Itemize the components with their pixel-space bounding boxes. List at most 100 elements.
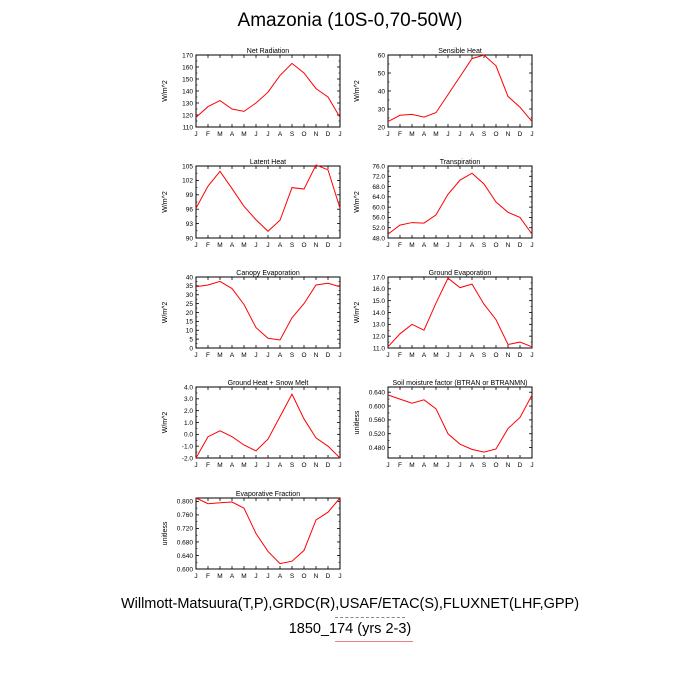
y-tick-label: -1.0 [182,443,194,450]
x-tick-label: S [482,131,487,138]
x-tick-label: J [254,242,257,249]
x-tick-label: J [530,131,533,138]
y-tick-label: 16.0 [372,286,385,293]
y-tick-label: 64.0 [372,194,385,201]
x-tick-label: N [314,242,319,249]
series-line [195,62,341,118]
y-tick-label: 60 [378,52,386,59]
x-tick-label: D [326,352,331,359]
x-tick-label: M [433,462,438,469]
panel-title: Canopy Evaporation [236,270,300,277]
x-tick-label: M [217,352,222,359]
main-title: Amazonia (10S-0,70-50W) [237,10,463,31]
x-tick-label: J [386,242,389,249]
plot-frame [387,386,533,459]
x-tick-label: O [301,131,306,138]
y-tick-label: 68.0 [372,184,385,191]
x-tick-label: J [338,242,341,249]
x-tick-label: J [386,462,389,469]
plot-frame [195,497,341,570]
y-tick-label: 40 [378,88,386,95]
x-tick-label: N [314,573,319,580]
x-tick-label: A [470,462,475,469]
x-tick-label: D [518,462,523,469]
y-tick-label: 10 [186,328,194,335]
series-line [387,277,533,348]
x-tick-label: J [266,242,269,249]
x-tick-label: J [266,131,269,138]
x-tick-label: S [290,352,295,359]
series-line [195,164,341,232]
y-tick-label: 76.0 [372,163,385,170]
y-axis-label: W/m^2 [354,191,361,213]
y-tick-label: 25 [186,301,194,308]
series-line [195,497,341,565]
plot-frame [195,386,341,459]
x-tick-label: A [278,131,283,138]
x-tick-label: O [493,131,498,138]
x-tick-label: A [278,242,283,249]
y-tick-label: 0.480 [369,445,386,452]
x-tick-label: S [290,242,295,249]
x-tick-label: S [290,131,295,138]
x-tick-label: M [217,573,222,580]
panel-title: Ground Heat + Snow Melt [228,380,309,387]
x-tick-label: J [338,131,341,138]
x-tick-label: M [409,462,414,469]
series-line [195,280,341,341]
x-tick-label: J [254,462,257,469]
x-tick-label: A [278,352,283,359]
x-tick-label: O [493,462,498,469]
y-tick-label: 99 [186,192,194,199]
panel-title: Soil moisture factor (BTRAN or BTRANMN) [393,380,528,387]
x-tick-label: D [326,462,331,469]
y-tick-label: 0.720 [177,526,194,533]
x-tick-label: O [493,242,498,249]
y-tick-label: 130 [182,100,193,107]
x-tick-label: A [422,462,427,469]
plot-frame [195,54,341,128]
x-tick-label: J [266,462,269,469]
y-tick-label: 13.0 [372,322,385,329]
y-tick-label: 30 [186,292,194,299]
x-tick-label: J [254,352,257,359]
y-tick-label: 0.640 [369,389,386,396]
x-tick-label: D [326,242,331,249]
x-tick-label: A [230,242,235,249]
x-tick-label: O [301,462,306,469]
y-tick-label: 40 [186,274,194,281]
x-tick-label: F [398,242,402,249]
x-tick-label: M [241,462,246,469]
y-tick-label: -2.0 [182,455,194,462]
x-tick-label: M [241,352,246,359]
x-tick-label: J [458,352,461,359]
x-tick-label: A [230,462,235,469]
x-tick-label: M [241,131,246,138]
y-axis-label: W/m^2 [162,412,169,434]
x-tick-label: F [206,131,210,138]
x-tick-label: S [482,352,487,359]
plot-frame [195,276,341,349]
x-tick-label: M [241,242,246,249]
x-tick-label: J [446,242,449,249]
x-tick-label: J [254,131,257,138]
y-tick-label: 60.0 [372,204,385,211]
y-tick-label: 0.680 [177,539,194,546]
y-tick-label: 17.0 [372,274,385,281]
x-tick-label: A [470,242,475,249]
x-tick-label: S [482,462,487,469]
x-tick-label: A [278,573,283,580]
legend-solid-line [335,641,413,642]
x-tick-label: N [314,352,319,359]
x-tick-label: S [290,462,295,469]
x-tick-label: J [530,462,533,469]
y-tick-label: 0.800 [177,499,194,506]
y-tick-label: 52.0 [372,225,385,232]
x-tick-label: D [518,131,523,138]
x-tick-label: J [266,573,269,580]
x-tick-label: O [301,242,306,249]
x-tick-label: J [458,462,461,469]
